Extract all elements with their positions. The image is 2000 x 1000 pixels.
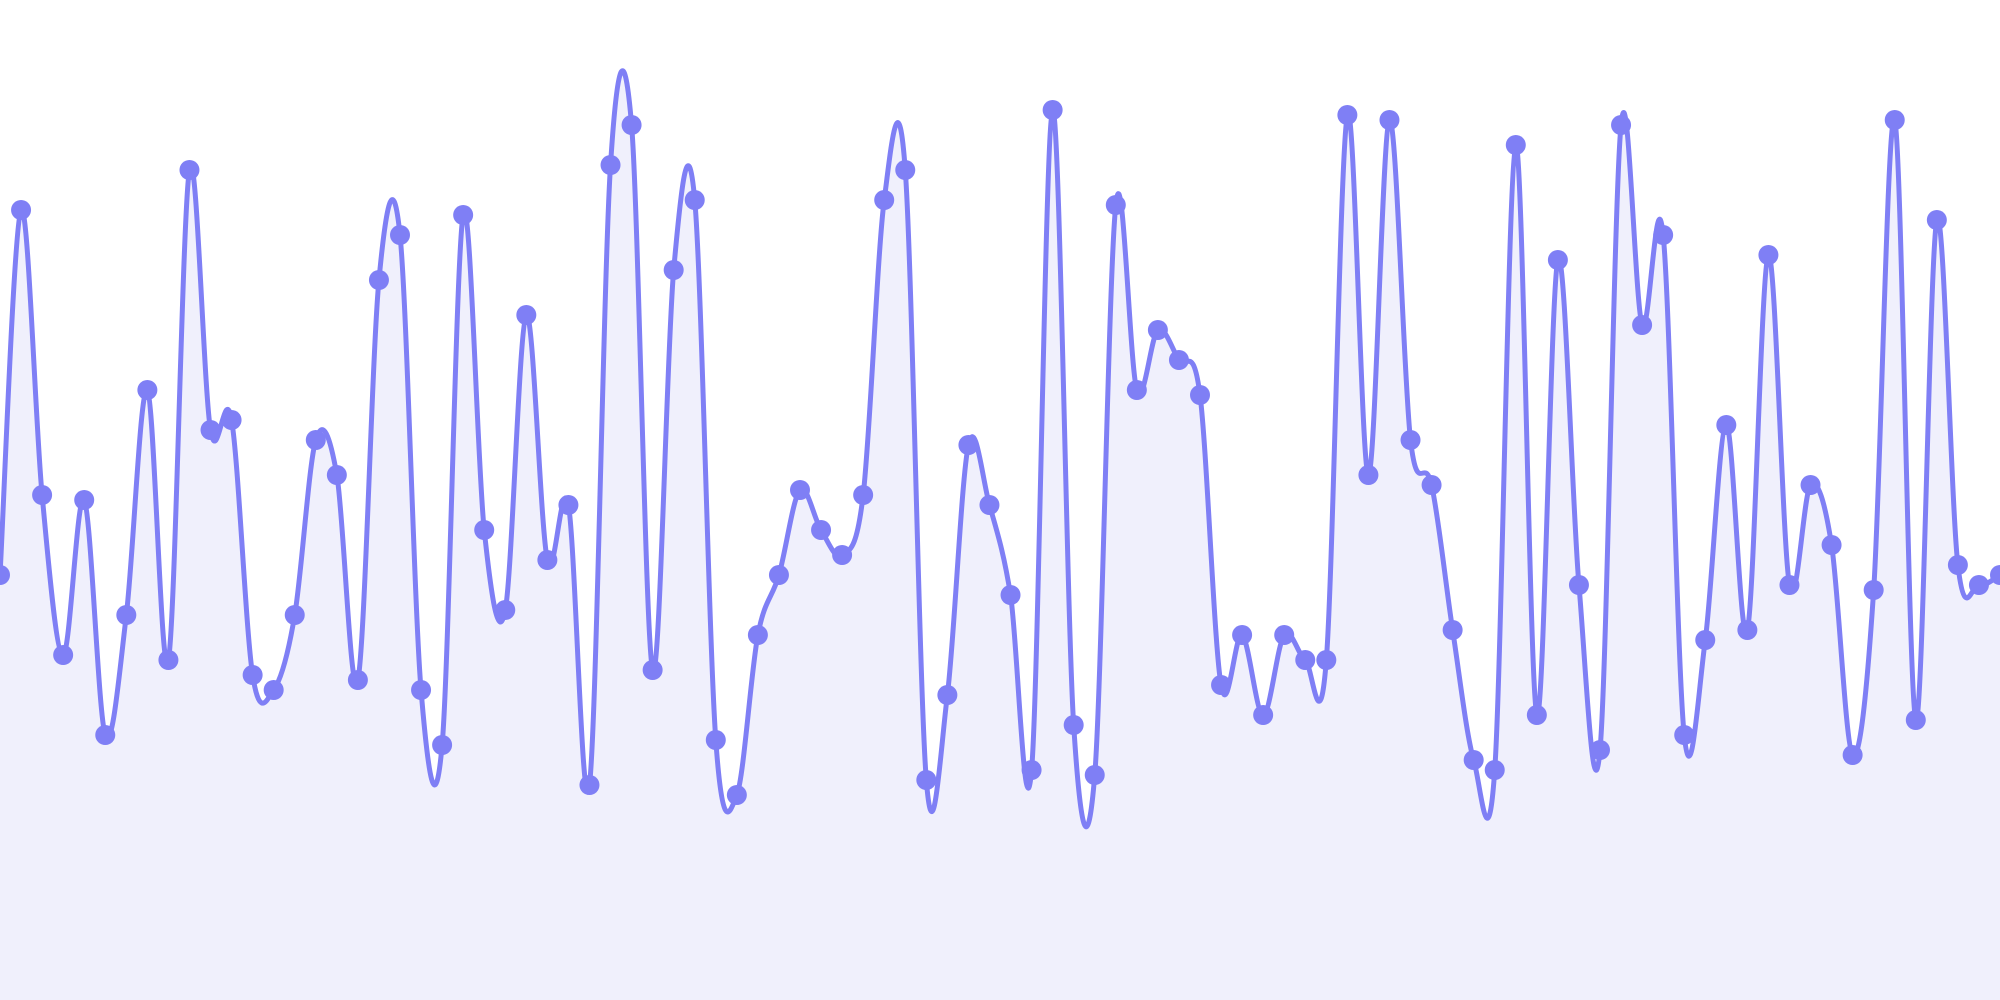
data-point [790, 480, 810, 500]
data-point [579, 775, 600, 795]
data-point [432, 735, 453, 755]
data-point [1990, 565, 2000, 585]
data-points [0, 100, 2000, 805]
data-point [1758, 245, 1779, 265]
data-point [32, 485, 53, 505]
data-point [1695, 630, 1716, 650]
data-point [1590, 740, 1610, 760]
data-point [116, 605, 137, 625]
data-point [1674, 725, 1695, 745]
data-point [326, 465, 347, 485]
data-point [1168, 350, 1189, 370]
data-point [242, 665, 263, 685]
data-point [305, 430, 326, 450]
data-point [368, 270, 389, 290]
data-point [600, 155, 621, 175]
data-point [179, 160, 200, 180]
data-point [1779, 575, 1800, 595]
data-point [1526, 705, 1547, 725]
data-point [1400, 430, 1421, 450]
data-point [137, 380, 158, 400]
data-point [411, 680, 432, 700]
data-point [958, 435, 979, 455]
data-point [642, 660, 663, 680]
data-point [0, 565, 10, 585]
data-point [1484, 760, 1505, 780]
data-point [874, 190, 895, 210]
data-point [1947, 555, 1968, 575]
data-point [1232, 625, 1253, 645]
data-point [1190, 385, 1210, 405]
data-point [11, 200, 32, 220]
data-point [284, 605, 305, 625]
data-point [832, 545, 853, 565]
data-point [979, 495, 1000, 515]
data-point [1821, 535, 1842, 555]
data-point [1274, 625, 1295, 645]
data-point [390, 225, 410, 245]
data-point [558, 495, 579, 515]
data-point [1295, 650, 1316, 670]
data-point [1379, 110, 1400, 130]
data-point [74, 490, 95, 510]
data-point [347, 670, 368, 690]
data-point [158, 650, 179, 670]
data-point [1253, 705, 1274, 725]
data-point [1063, 715, 1084, 735]
data-point [53, 645, 74, 665]
data-point [200, 420, 221, 440]
data-point [768, 565, 789, 585]
data-point [1021, 760, 1042, 780]
data-point [621, 115, 642, 135]
data-point [1042, 100, 1063, 120]
data-point [1800, 475, 1821, 495]
data-point [1611, 115, 1632, 135]
data-point [1884, 110, 1905, 130]
data-point [474, 520, 495, 540]
data-point [1126, 380, 1147, 400]
data-point [705, 730, 726, 750]
data-point [453, 205, 474, 225]
data-point [811, 520, 832, 540]
data-point [1421, 475, 1442, 495]
data-point [1084, 765, 1105, 785]
data-point [684, 190, 705, 210]
data-point [1716, 415, 1737, 435]
data-point [1358, 465, 1379, 485]
data-point [1442, 620, 1463, 640]
data-point [1547, 250, 1568, 270]
data-point [937, 685, 958, 705]
data-point [1968, 575, 1989, 595]
data-point [1863, 580, 1884, 600]
data-point [1211, 675, 1232, 695]
data-point [1632, 315, 1653, 335]
data-point [853, 485, 874, 505]
data-point [1905, 710, 1926, 730]
data-point [95, 725, 116, 745]
data-point [1653, 225, 1674, 245]
data-point [747, 625, 768, 645]
data-point [1737, 620, 1758, 640]
data-point [495, 600, 516, 620]
data-point [916, 770, 937, 790]
data-point [1105, 195, 1126, 215]
data-point [1568, 575, 1589, 595]
data-point [1316, 650, 1337, 670]
data-point [263, 680, 284, 700]
data-point [895, 160, 916, 180]
data-point [516, 305, 537, 325]
data-point [1000, 585, 1021, 605]
data-point [1147, 320, 1168, 340]
data-point [1463, 750, 1484, 770]
data-point [1926, 210, 1947, 230]
data-point [537, 550, 558, 570]
data-point [221, 410, 242, 430]
data-point [663, 260, 684, 280]
data-point [1337, 105, 1358, 125]
data-point [726, 785, 747, 805]
data-point [1842, 745, 1863, 765]
data-point [1505, 135, 1526, 155]
